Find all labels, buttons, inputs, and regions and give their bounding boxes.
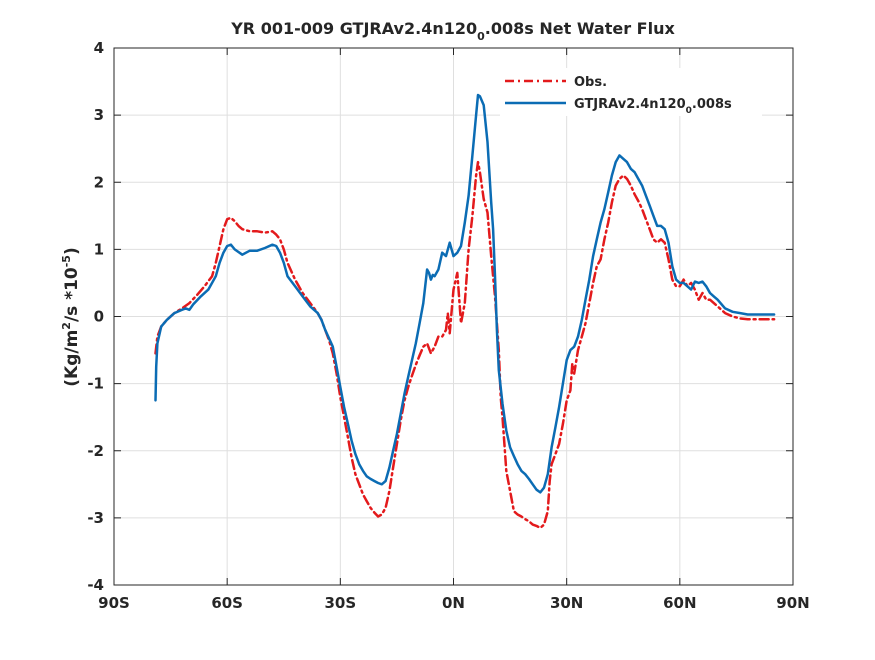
series-group: [154, 93, 776, 530]
y-axis-label-part1: (Kg/m: [62, 330, 82, 387]
x-tick-label: 60S: [211, 594, 243, 612]
grid-lines: [114, 48, 793, 585]
y-tick-label: -4: [87, 576, 104, 594]
legend-label-model: GTJRAv2.4n1200.008s: [574, 97, 732, 116]
chart-title-suffix: .008s Net Water Flux: [485, 19, 676, 38]
y-tick-label: -1: [87, 375, 104, 393]
tick-marks: [113, 47, 794, 586]
y-axis-label: (Kg/m2/s *10-5): [60, 247, 82, 387]
series-line-model: [154, 93, 776, 494]
y-tick-label: 3: [94, 106, 104, 124]
y-tick-label: -2: [87, 442, 104, 460]
legend-label-obs: Obs.: [574, 75, 607, 90]
y-tick-label: 4: [94, 39, 104, 57]
legend-label-model-sub: 0: [686, 106, 692, 116]
chart-title-main: YR 001-009 GTJRAv2.4n120: [230, 19, 477, 38]
x-tick-labels: 90S 60S 30S 0N 30N 60N 90N: [98, 594, 810, 612]
y-tick-label: -3: [87, 509, 104, 527]
y-tick-label: 1: [94, 240, 104, 258]
y-axis-label-part2: /s *10: [62, 267, 82, 322]
x-tick-label: 90N: [776, 594, 809, 612]
x-tick-label: 0N: [442, 594, 465, 612]
chart-title: YR 001-009 GTJRAv2.4n1200.008s Net Water…: [230, 19, 675, 43]
series-line-obs: [154, 160, 776, 530]
legend-label-model-suffix: .008s: [692, 97, 732, 112]
legend-box: [500, 68, 762, 116]
y-tick-labels: -4 -3 -2 -1 0 1 2 3 4: [87, 39, 104, 594]
x-tick-label: 30S: [324, 594, 356, 612]
x-tick-label: 90S: [98, 594, 130, 612]
y-tick-label: 0: [94, 308, 104, 326]
y-axis-label-sup2: -5: [60, 255, 73, 267]
x-tick-label: 30N: [550, 594, 583, 612]
x-tick-label: 60N: [663, 594, 696, 612]
legend: Obs. GTJRAv2.4n1200.008s: [500, 68, 762, 116]
chart-title-subscript: 0: [477, 30, 485, 43]
y-tick-label: 2: [94, 173, 104, 191]
legend-label-model-main: GTJRAv2.4n120: [574, 97, 686, 112]
y-axis-label-sup1: 2: [60, 322, 73, 330]
y-axis-label-part3: ): [62, 247, 82, 255]
